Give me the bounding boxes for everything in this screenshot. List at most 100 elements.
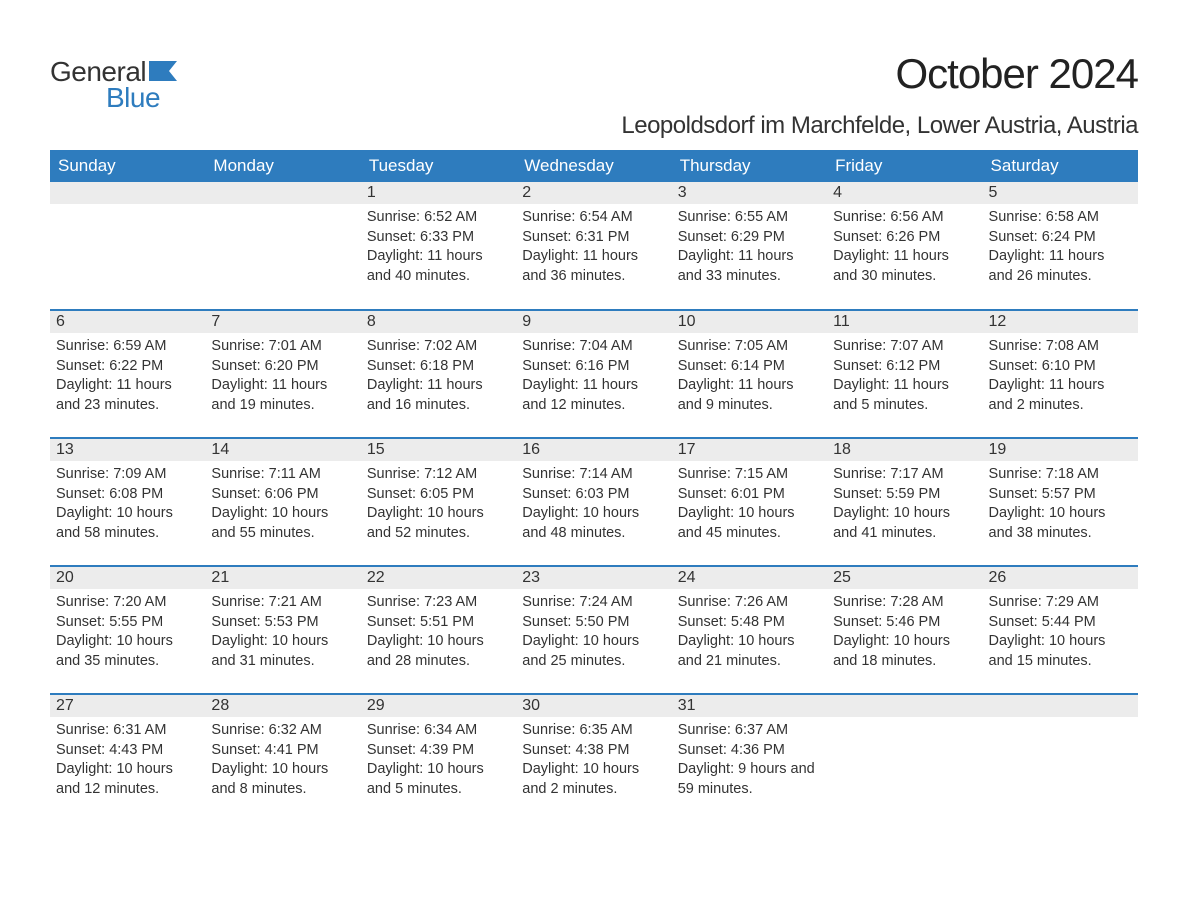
sunrise-text: Sunrise: 7:12 AM [367,465,510,485]
calendar-cell: 27Sunrise: 6:31 AMSunset: 4:43 PMDayligh… [50,694,205,822]
sunrise-text: Sunrise: 7:11 AM [211,465,354,485]
calendar-cell [983,694,1138,822]
sunrise-text: Sunrise: 7:20 AM [56,593,199,613]
sunrise-text: Sunrise: 6:37 AM [678,721,821,741]
logo: General Blue [50,50,185,114]
day-number: 14 [205,439,360,461]
day-number [983,695,1138,717]
daylight-text: Daylight: 11 hours and 30 minutes. [833,247,976,286]
day-number: 11 [827,311,982,333]
daylight-text: Daylight: 10 hours and 21 minutes. [678,632,821,671]
sunrise-text: Sunrise: 6:54 AM [522,208,665,228]
calendar-cell: 16Sunrise: 7:14 AMSunset: 6:03 PMDayligh… [516,438,671,566]
day-data: Sunrise: 7:09 AMSunset: 6:08 PMDaylight:… [50,461,205,551]
sunset-text: Sunset: 4:39 PM [367,741,510,761]
day-number: 10 [672,311,827,333]
calendar-table: Sunday Monday Tuesday Wednesday Thursday… [50,150,1138,822]
day-number: 1 [361,182,516,204]
day-data: Sunrise: 7:07 AMSunset: 6:12 PMDaylight:… [827,333,982,423]
daylight-text: Daylight: 10 hours and 18 minutes. [833,632,976,671]
calendar-cell: 3Sunrise: 6:55 AMSunset: 6:29 PMDaylight… [672,182,827,310]
day-number: 16 [516,439,671,461]
day-data: Sunrise: 7:08 AMSunset: 6:10 PMDaylight:… [983,333,1138,423]
day-data: Sunrise: 7:21 AMSunset: 5:53 PMDaylight:… [205,589,360,679]
day-data: Sunrise: 7:05 AMSunset: 6:14 PMDaylight:… [672,333,827,423]
day-number: 19 [983,439,1138,461]
sunset-text: Sunset: 6:01 PM [678,485,821,505]
sunset-text: Sunset: 6:12 PM [833,357,976,377]
sunrise-text: Sunrise: 6:35 AM [522,721,665,741]
sunset-text: Sunset: 6:06 PM [211,485,354,505]
calendar-cell: 12Sunrise: 7:08 AMSunset: 6:10 PMDayligh… [983,310,1138,438]
day-number: 13 [50,439,205,461]
calendar-cell: 1Sunrise: 6:52 AMSunset: 6:33 PMDaylight… [361,182,516,310]
day-number: 18 [827,439,982,461]
sunset-text: Sunset: 5:59 PM [833,485,976,505]
sunrise-text: Sunrise: 7:17 AM [833,465,976,485]
calendar-cell: 23Sunrise: 7:24 AMSunset: 5:50 PMDayligh… [516,566,671,694]
calendar-week-row: 13Sunrise: 7:09 AMSunset: 6:08 PMDayligh… [50,438,1138,566]
daylight-text: Daylight: 11 hours and 9 minutes. [678,376,821,415]
month-title: October 2024 [621,50,1138,98]
sunrise-text: Sunrise: 7:23 AM [367,593,510,613]
daylight-text: Daylight: 10 hours and 31 minutes. [211,632,354,671]
calendar-week-row: 6Sunrise: 6:59 AMSunset: 6:22 PMDaylight… [50,310,1138,438]
day-data: Sunrise: 7:29 AMSunset: 5:44 PMDaylight:… [983,589,1138,679]
daylight-text: Daylight: 9 hours and 59 minutes. [678,760,821,799]
weekday-header: Sunday [50,150,205,182]
sunset-text: Sunset: 6:14 PM [678,357,821,377]
calendar-cell: 26Sunrise: 7:29 AMSunset: 5:44 PMDayligh… [983,566,1138,694]
calendar-cell: 15Sunrise: 7:12 AMSunset: 6:05 PMDayligh… [361,438,516,566]
calendar-cell: 17Sunrise: 7:15 AMSunset: 6:01 PMDayligh… [672,438,827,566]
sunset-text: Sunset: 6:05 PM [367,485,510,505]
calendar-cell: 30Sunrise: 6:35 AMSunset: 4:38 PMDayligh… [516,694,671,822]
daylight-text: Daylight: 10 hours and 2 minutes. [522,760,665,799]
weekday-header: Tuesday [361,150,516,182]
day-number [205,182,360,204]
daylight-text: Daylight: 11 hours and 33 minutes. [678,247,821,286]
day-data: Sunrise: 6:34 AMSunset: 4:39 PMDaylight:… [361,717,516,807]
sunrise-text: Sunrise: 6:34 AM [367,721,510,741]
daylight-text: Daylight: 11 hours and 12 minutes. [522,376,665,415]
day-data: Sunrise: 6:56 AMSunset: 6:26 PMDaylight:… [827,204,982,294]
day-data: Sunrise: 6:31 AMSunset: 4:43 PMDaylight:… [50,717,205,807]
day-data: Sunrise: 6:37 AMSunset: 4:36 PMDaylight:… [672,717,827,807]
calendar-cell: 13Sunrise: 7:09 AMSunset: 6:08 PMDayligh… [50,438,205,566]
day-number: 6 [50,311,205,333]
day-number: 23 [516,567,671,589]
day-number [50,182,205,204]
day-data: Sunrise: 7:26 AMSunset: 5:48 PMDaylight:… [672,589,827,679]
sunset-text: Sunset: 5:53 PM [211,613,354,633]
daylight-text: Daylight: 10 hours and 45 minutes. [678,504,821,543]
calendar-cell: 29Sunrise: 6:34 AMSunset: 4:39 PMDayligh… [361,694,516,822]
sunset-text: Sunset: 6:33 PM [367,228,510,248]
day-data: Sunrise: 6:59 AMSunset: 6:22 PMDaylight:… [50,333,205,423]
day-data: Sunrise: 7:18 AMSunset: 5:57 PMDaylight:… [983,461,1138,551]
sunset-text: Sunset: 6:26 PM [833,228,976,248]
weekday-header: Saturday [983,150,1138,182]
day-number: 25 [827,567,982,589]
day-number: 17 [672,439,827,461]
day-number: 9 [516,311,671,333]
day-number: 22 [361,567,516,589]
day-number: 26 [983,567,1138,589]
sunrise-text: Sunrise: 7:29 AM [989,593,1132,613]
sunset-text: Sunset: 6:03 PM [522,485,665,505]
sunset-text: Sunset: 6:29 PM [678,228,821,248]
sunrise-text: Sunrise: 6:58 AM [989,208,1132,228]
sunrise-text: Sunrise: 6:31 AM [56,721,199,741]
day-data: Sunrise: 7:23 AMSunset: 5:51 PMDaylight:… [361,589,516,679]
sunset-text: Sunset: 6:31 PM [522,228,665,248]
sunrise-text: Sunrise: 6:55 AM [678,208,821,228]
day-number: 7 [205,311,360,333]
sunset-text: Sunset: 6:08 PM [56,485,199,505]
sunset-text: Sunset: 5:55 PM [56,613,199,633]
calendar-cell: 6Sunrise: 6:59 AMSunset: 6:22 PMDaylight… [50,310,205,438]
day-data: Sunrise: 6:55 AMSunset: 6:29 PMDaylight:… [672,204,827,294]
calendar-cell: 22Sunrise: 7:23 AMSunset: 5:51 PMDayligh… [361,566,516,694]
calendar-head: Sunday Monday Tuesday Wednesday Thursday… [50,150,1138,182]
day-number: 12 [983,311,1138,333]
daylight-text: Daylight: 10 hours and 25 minutes. [522,632,665,671]
day-data: Sunrise: 7:20 AMSunset: 5:55 PMDaylight:… [50,589,205,679]
day-data: Sunrise: 6:58 AMSunset: 6:24 PMDaylight:… [983,204,1138,294]
